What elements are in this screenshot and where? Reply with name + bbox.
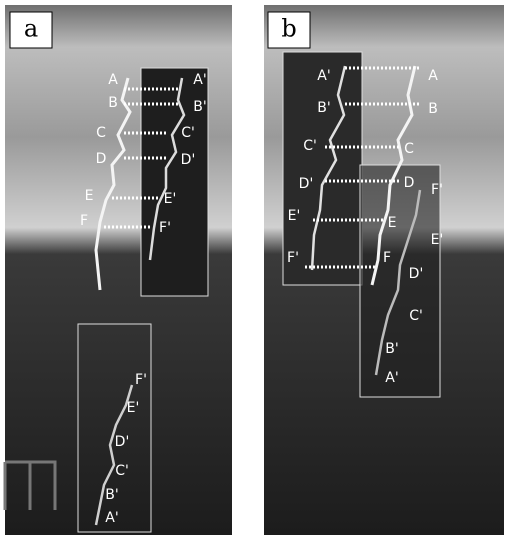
point-label: E [388, 215, 397, 231]
point-label: B [428, 101, 438, 117]
point-label: A' [193, 72, 206, 88]
point-label: B' [385, 341, 398, 357]
point-label: D [404, 175, 415, 191]
point-label: F' [431, 182, 443, 198]
point-label: C' [115, 463, 129, 479]
point-label: B' [105, 487, 118, 503]
point-label: A' [105, 510, 118, 526]
point-label: F' [135, 372, 147, 388]
point-label: B' [317, 100, 330, 116]
point-label: C [96, 125, 106, 141]
point-label: D' [409, 266, 424, 282]
point-label: A [428, 68, 438, 84]
point-label: B [108, 95, 118, 111]
point-label: A' [317, 68, 330, 84]
point-label: B' [193, 99, 206, 115]
panel-label: b [281, 15, 296, 43]
point-label: A' [385, 370, 398, 386]
point-label: F [80, 213, 88, 229]
point-label: E' [431, 232, 444, 248]
point-label: C' [181, 125, 195, 141]
point-label: E [85, 188, 94, 204]
point-label: E' [288, 208, 301, 224]
point-label: D' [299, 176, 314, 192]
point-label: C' [409, 308, 423, 324]
point-label: C [404, 141, 414, 157]
point-label: F [383, 250, 391, 266]
point-label: F' [159, 220, 171, 236]
point-label: D [96, 151, 107, 167]
point-label: E' [164, 191, 177, 207]
panel-b: b [264, 5, 504, 535]
point-label: E' [127, 400, 140, 416]
point-label: D' [181, 152, 196, 168]
point-label: C' [303, 138, 317, 154]
panel-label: a [24, 15, 38, 43]
point-label: F' [287, 250, 299, 266]
point-label: A [108, 72, 118, 88]
figure: a b ABCDEFA'B'C'D'E'F'F'E'D'C'B'A'A'B'C'… [0, 0, 509, 535]
point-label: D' [115, 434, 130, 450]
